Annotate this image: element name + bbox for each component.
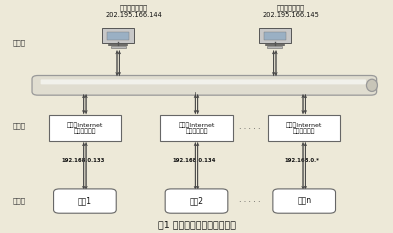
FancyBboxPatch shape [273,189,336,213]
Text: 图1 电网远程监测系统结构图: 图1 电网远程监测系统结构图 [158,220,235,229]
Text: 192.168.0.133: 192.168.0.133 [61,158,105,163]
Text: 电网2: 电网2 [189,197,204,206]
FancyBboxPatch shape [53,189,116,213]
Text: 嵌入式Internet
电网监测系统: 嵌入式Internet 电网监测系统 [286,122,322,134]
Text: 192.168.0.*: 192.168.0.* [285,158,320,163]
Text: 嵌入式Internet
电网监测系统: 嵌入式Internet 电网监测系统 [178,122,215,134]
FancyBboxPatch shape [259,28,291,43]
FancyBboxPatch shape [165,189,228,213]
Text: 电网1: 电网1 [78,197,92,206]
Text: 电网n: 电网n [297,197,311,206]
FancyBboxPatch shape [49,115,121,141]
FancyBboxPatch shape [160,115,233,141]
FancyBboxPatch shape [32,75,376,95]
Text: 传输层: 传输层 [13,123,26,129]
Text: 嵌入式Internet
电网监测系统: 嵌入式Internet 电网监测系统 [67,122,103,134]
FancyBboxPatch shape [107,32,129,40]
FancyBboxPatch shape [268,115,340,141]
Ellipse shape [366,79,377,91]
Text: 数据层: 数据层 [13,198,26,204]
Text: . . . . .: . . . . . [239,195,261,204]
Text: 远程监控计算机
202.195.166.145: 远程监控计算机 202.195.166.145 [262,5,319,18]
FancyBboxPatch shape [40,79,366,84]
FancyBboxPatch shape [102,28,134,43]
FancyBboxPatch shape [267,46,282,48]
Text: 192.168.0.134: 192.168.0.134 [173,158,216,163]
Text: . . . . .: . . . . . [239,123,261,131]
FancyBboxPatch shape [264,32,286,40]
Text: 用户层: 用户层 [13,39,26,46]
Text: 远程监控计算机
202.195.166.144: 远程监控计算机 202.195.166.144 [105,5,162,18]
FancyBboxPatch shape [111,46,126,48]
